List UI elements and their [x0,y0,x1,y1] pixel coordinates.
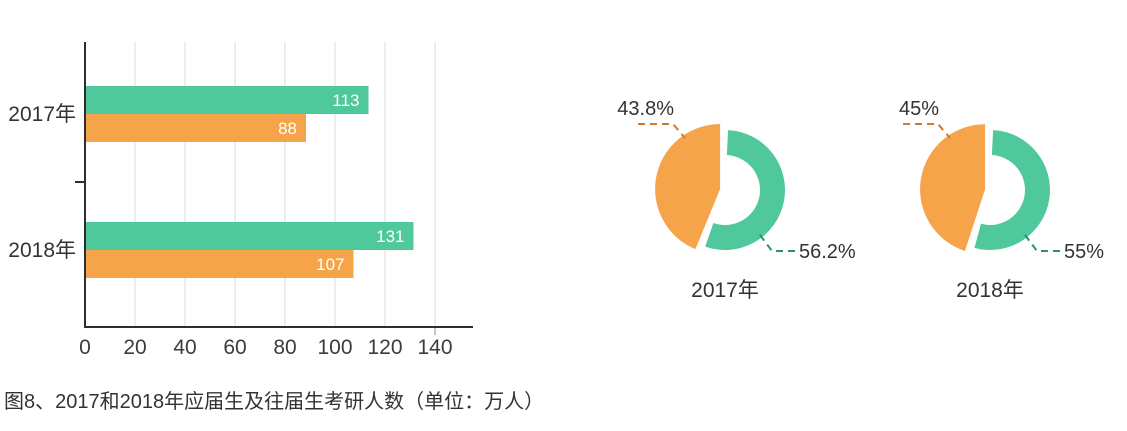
x-axis-tick-label: 140 [417,336,452,359]
bar-value-label: 107 [316,255,344,274]
bar-orange-2017年 [86,114,306,142]
green-percent-label: 55% [1064,241,1104,263]
green-leader-line [759,234,795,252]
orange-percent-label: 45% [899,98,939,120]
bar-value-label: 88 [278,119,297,138]
category-label: 2017年 [8,103,76,126]
figure-caption: 图8、2017和2018年应届生及往届生考研人数（单位：万人） [4,391,545,413]
bar-orange-2018年 [86,250,354,278]
bar-green-2017年 [86,86,369,114]
x-axis-tick-label: 20 [123,336,146,359]
orange-leader-line [903,123,951,139]
x-axis-tick-label: 100 [317,336,352,359]
orange-leader-line [638,123,686,139]
donut-slice-green [974,130,1050,250]
bar-chart: 0 20 40 60 80 100 120 140 113 88 2017年 131 107 2018年 [8,42,473,359]
green-leader-line [1024,234,1060,252]
donut-title: 2018年 [956,279,1024,302]
bar-value-label: 113 [332,91,359,110]
donut-title: 2017年 [691,279,759,302]
donut-chart-2018: 45% 55% 2018年 [899,98,1104,302]
x-axis-tick-label: 0 [79,336,91,359]
donut-slice-green [705,130,785,250]
x-axis-tick-label: 60 [223,336,246,359]
green-percent-label: 56.2% [799,241,856,263]
bar-value-label: 131 [376,227,404,246]
x-axis-tick-label: 40 [173,336,196,359]
x-axis-tick-label: 120 [367,336,402,359]
pie-slice-orange [920,124,986,252]
donut-chart-2017: 43.8% 56.2% 2017年 [617,98,856,302]
orange-percent-label: 43.8% [617,98,674,120]
bar-green-2018年 [86,222,414,250]
x-axis-tick-label: 80 [273,336,296,359]
category-label: 2018年 [8,239,76,262]
pie-slice-orange [655,124,721,250]
